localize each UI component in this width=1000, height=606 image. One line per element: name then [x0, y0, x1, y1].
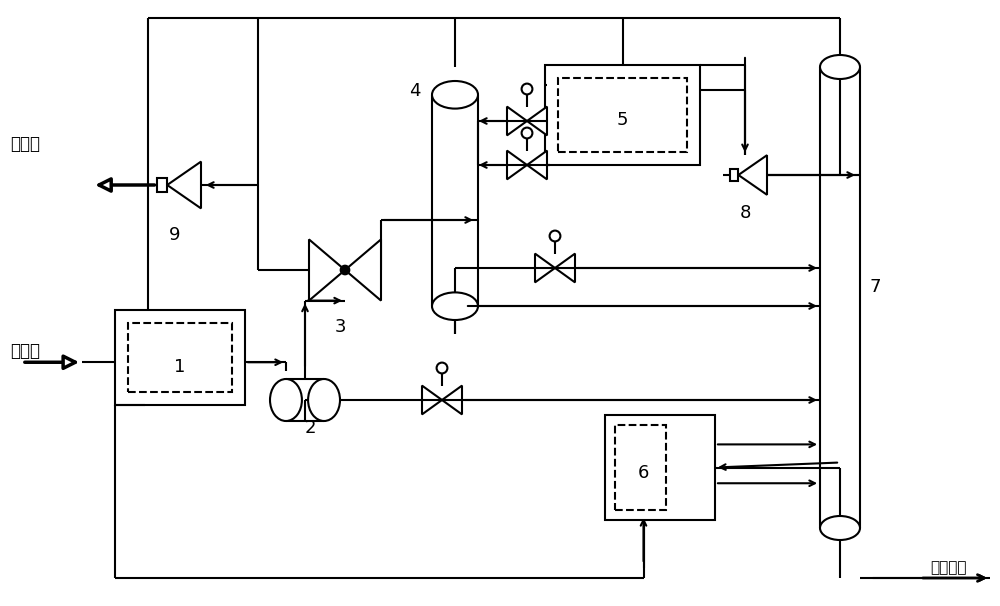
Text: 6: 6 — [638, 464, 649, 482]
Circle shape — [550, 231, 560, 241]
Ellipse shape — [308, 379, 340, 421]
Polygon shape — [738, 155, 767, 195]
Polygon shape — [422, 385, 442, 415]
Text: 8: 8 — [739, 204, 751, 222]
Ellipse shape — [270, 379, 302, 421]
Polygon shape — [507, 151, 527, 179]
Text: 3: 3 — [334, 318, 346, 336]
Polygon shape — [535, 253, 555, 282]
Polygon shape — [157, 178, 167, 192]
Text: 9: 9 — [169, 226, 181, 244]
Text: 7: 7 — [869, 279, 881, 296]
Circle shape — [341, 265, 349, 275]
Text: 4: 4 — [409, 82, 421, 100]
Polygon shape — [442, 385, 462, 415]
Polygon shape — [527, 107, 547, 135]
Polygon shape — [507, 107, 527, 135]
Polygon shape — [527, 151, 547, 179]
Polygon shape — [555, 253, 575, 282]
Text: 2: 2 — [304, 419, 316, 437]
Text: 原料气: 原料气 — [10, 342, 40, 360]
Polygon shape — [309, 239, 345, 301]
Text: 凝液产品: 凝液产品 — [930, 561, 967, 576]
Polygon shape — [345, 239, 381, 301]
Ellipse shape — [820, 516, 860, 540]
Polygon shape — [167, 162, 201, 208]
Ellipse shape — [432, 293, 478, 320]
Ellipse shape — [432, 81, 478, 108]
Circle shape — [522, 128, 532, 138]
Text: 5: 5 — [617, 111, 628, 129]
Circle shape — [437, 362, 447, 373]
Text: 1: 1 — [174, 358, 186, 376]
Circle shape — [522, 84, 532, 95]
Text: 外输气: 外输气 — [10, 135, 40, 153]
Polygon shape — [730, 169, 738, 181]
Ellipse shape — [820, 55, 860, 79]
